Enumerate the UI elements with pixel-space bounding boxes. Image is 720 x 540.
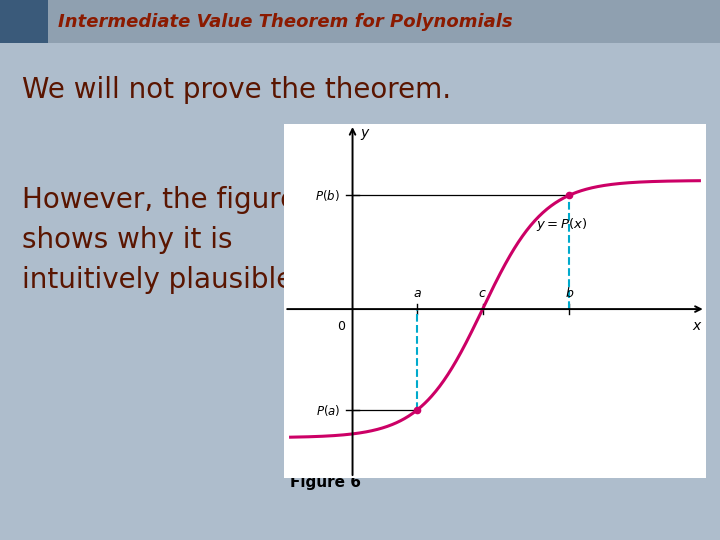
Text: We will not prove the theorem.: We will not prove the theorem. — [22, 76, 451, 104]
Bar — [0, 0, 720, 43]
Text: $y = P(x)$: $y = P(x)$ — [536, 216, 588, 233]
Text: However, the figure: However, the figure — [22, 186, 297, 214]
Text: $a$: $a$ — [413, 287, 421, 300]
Text: $x$: $x$ — [692, 319, 702, 333]
Text: $y$: $y$ — [360, 127, 371, 143]
Bar — [0, 0, 48, 43]
Text: intuitively plausible.: intuitively plausible. — [22, 266, 302, 294]
Text: $P(a)$: $P(a)$ — [315, 403, 340, 417]
Text: $b$: $b$ — [564, 286, 574, 300]
Text: $P(b)$: $P(b)$ — [315, 188, 340, 202]
Text: Figure 6: Figure 6 — [290, 475, 361, 489]
Text: $0$: $0$ — [337, 320, 346, 333]
Text: $c$: $c$ — [478, 287, 487, 300]
Text: shows why it is: shows why it is — [22, 226, 233, 254]
Text: Intermediate Value Theorem for Polynomials: Intermediate Value Theorem for Polynomia… — [58, 13, 513, 31]
